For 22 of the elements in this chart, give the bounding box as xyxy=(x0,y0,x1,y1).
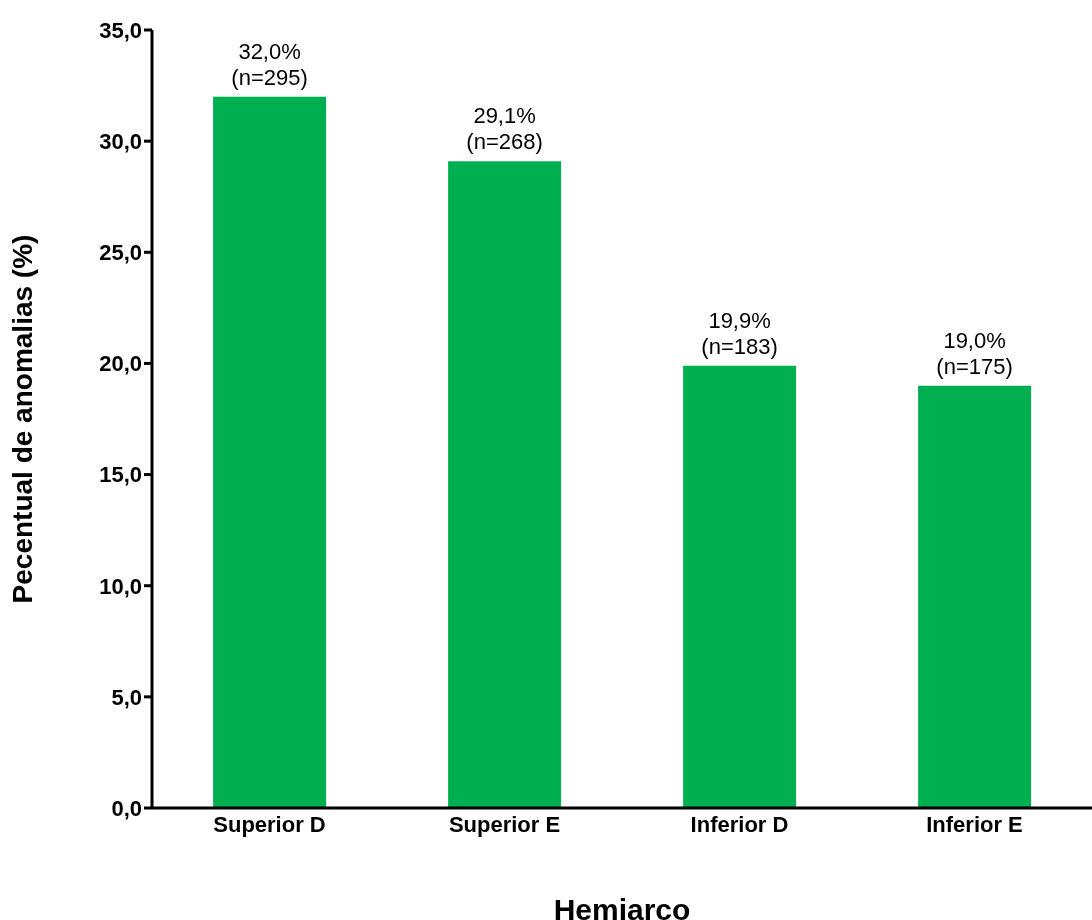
data-label: 32,0% (n=295) xyxy=(231,38,308,90)
x-tick-label: Inferior D xyxy=(690,811,789,837)
y-tick-label: 35,0 xyxy=(99,17,142,43)
data-label: 19,9% (n=183) xyxy=(701,307,778,359)
y-tick-label: 25,0 xyxy=(99,240,142,266)
x-axis-title: Hemiarco xyxy=(553,893,691,920)
x-tick-label: Superior E xyxy=(448,811,561,837)
bar xyxy=(448,161,562,808)
data-label: 19,0% (n=175) xyxy=(936,327,1013,379)
y-tick-label: 30,0 xyxy=(99,128,142,154)
y-axis-title: Pecentual de anomalias (%) xyxy=(6,234,38,604)
x-tick-label: Inferior E xyxy=(926,811,1023,837)
y-tick-label: 10,0 xyxy=(99,573,142,599)
x-tick-label: Superior D xyxy=(213,811,326,837)
bar xyxy=(918,385,1032,808)
y-tick-label: 5,0 xyxy=(111,684,142,710)
y-tick-label: 20,0 xyxy=(99,351,142,377)
bar xyxy=(683,365,797,808)
bar xyxy=(213,96,327,808)
y-tick-label: 0,0 xyxy=(111,795,142,821)
y-tick-label: 15,0 xyxy=(99,462,142,488)
data-label: 29,1% (n=268) xyxy=(466,103,543,155)
